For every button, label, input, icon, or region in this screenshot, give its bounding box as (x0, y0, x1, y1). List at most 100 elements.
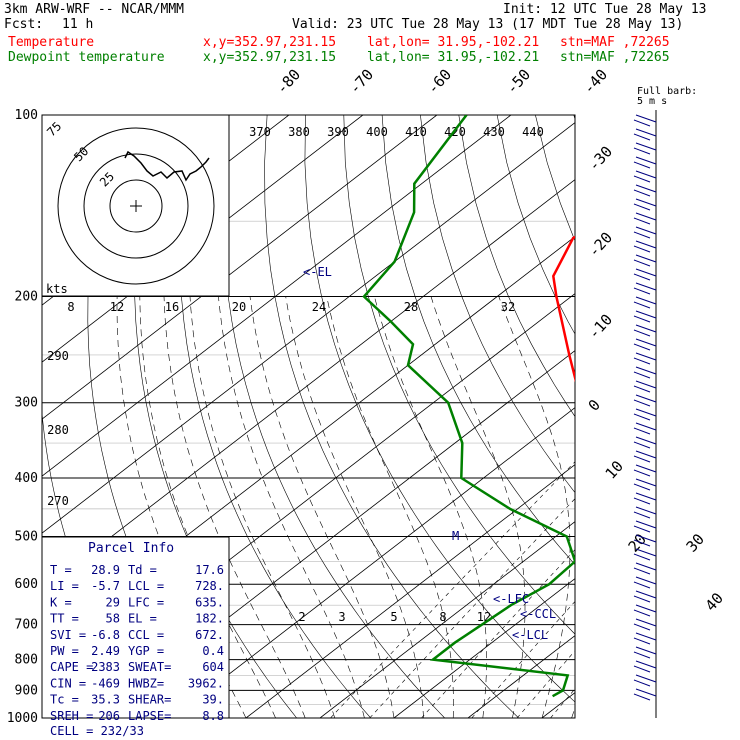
level-label-2: <-CCL (520, 607, 556, 621)
parcel-row-6-value1: 2383 (91, 660, 120, 674)
wind-barb (633, 357, 651, 365)
forecast-label: Fcst: (4, 17, 44, 32)
dewpoint-trace (362, 115, 575, 698)
wind-barb (633, 203, 651, 211)
wind-barb-label-1: 5 m s (637, 96, 667, 107)
isotherm-label-0: 0 (585, 396, 604, 415)
wind-barb (633, 679, 651, 687)
isotherm-30 (616, 115, 740, 718)
pressure-label-200: 200 (15, 290, 38, 305)
theta-label-390: 390 (327, 125, 349, 139)
wind-barb (635, 478, 657, 487)
parcel-row-5-value2: 0.4 (202, 644, 224, 658)
wind-barb (635, 324, 657, 333)
wind-barb (633, 161, 651, 169)
pressure-label-100: 100 (15, 108, 38, 123)
parcel-row-7-label2: HWBZ= (128, 676, 164, 690)
parcel-row-8-value1: 35.3 (91, 693, 120, 707)
isotherm-label--80: -80 (273, 65, 305, 97)
pressure-label-700: 700 (15, 618, 38, 633)
wind-barb (635, 296, 657, 305)
wind-barbs: Full barb:5 m s (633, 86, 697, 718)
parcel-cell: CELL = 232/33 (50, 724, 144, 738)
wind-barb (635, 380, 657, 389)
init-time: Init: 12 UTC Tue 28 May 13 (503, 2, 707, 17)
parcel-row-4-label1: SVI = (50, 628, 86, 642)
hodograph-ring-75 (57, 127, 215, 285)
mixing-ratio-20 (577, 297, 740, 719)
parcel-row-5-label1: PW = (50, 644, 79, 658)
isotherm--20 (245, 464, 575, 718)
dry-adiabat-400 (689, 115, 740, 718)
parcel-row-7-value1: -469 (91, 676, 120, 690)
wind-barb (635, 394, 657, 403)
dry-adiabat-270 (179, 115, 371, 718)
model-title: 3km ARW-WRF -- NCAR/MMM (4, 2, 185, 17)
wind-barb (635, 338, 657, 347)
isotherm--70 (42, 179, 575, 591)
isotherm--100 (42, 115, 438, 420)
parcel-row-2-value1: 29 (106, 595, 120, 609)
mixing-ratio-top-12: 12 (110, 300, 124, 314)
hodograph-ring-25 (109, 179, 163, 233)
isotherm-40 (690, 115, 740, 718)
wind-barb (635, 492, 657, 501)
parcel-info-frame (41, 536, 230, 719)
wind-barb (633, 189, 651, 197)
parcel-row-5-value1: 2.49 (91, 644, 120, 658)
mixing-ratio-low-8: 8 (439, 610, 446, 624)
wind-barb (635, 660, 657, 669)
wind-barb (633, 581, 651, 589)
parcel-row-2-label2: LFC = (128, 595, 164, 609)
mixing-ratio-labels: 8 12 16 20 24 28 322 3 5 8 12 (67, 300, 515, 624)
mixing-ratio-top-20: 20 (232, 300, 246, 314)
isotherm-label--50: -50 (503, 65, 535, 97)
moist-adiabat-16 (430, 296, 526, 718)
pressure-label-300: 300 (15, 396, 38, 411)
wind-barb (633, 525, 651, 533)
mixing-ratio-5 (421, 549, 575, 718)
marker-m: M (452, 529, 459, 543)
parcel-row-1-label2: LCL = (128, 579, 164, 593)
wind-barb (633, 133, 651, 141)
mixing-ratio-32 (634, 297, 740, 719)
theta-side-label-270: 270 (47, 494, 69, 508)
temperature-xy: x,y=352.97,231.15 (203, 35, 337, 50)
wind-barb (633, 637, 651, 645)
pressure-label-500: 500 (15, 529, 38, 544)
pressure-label-600: 600 (15, 577, 38, 592)
pressure-label-1000: 1000 (7, 711, 38, 726)
level-label-1: <-LFC (493, 592, 529, 606)
wind-barb (635, 170, 657, 179)
mixing-ratio-top-28: 28 (404, 300, 418, 314)
isotherm-label-10: 10 (602, 457, 627, 482)
wind-barb (633, 259, 651, 267)
wind-barb (633, 371, 651, 379)
wind-barb (635, 450, 657, 459)
parcel-row-7-value2: 3962. (188, 676, 224, 690)
hodograph-origin (130, 200, 142, 212)
dewpoint-legend: Dewpoint temperature (8, 50, 165, 65)
parcel-row-1-value2: 728. (195, 579, 224, 593)
parcel-row-3-label1: TT = (50, 612, 79, 626)
hodograph-ring-50 (83, 153, 189, 259)
dry-adiabat-370 (573, 115, 575, 121)
hodograph-kts-label: kts (46, 282, 68, 296)
isotherm-label-40: 40 (702, 589, 727, 614)
parcel-row-3-value1: 58 (106, 612, 120, 626)
isotherm-label--40: -40 (580, 65, 612, 97)
moist-adiabat-8 (326, 296, 454, 718)
parcel-row-4-value2: 672. (195, 628, 224, 642)
wind-barb (635, 562, 657, 571)
parcel-row-5-label2: YGP = (128, 644, 164, 658)
isotherm--110 (42, 115, 364, 363)
wind-barb (635, 142, 657, 151)
isotherm--10 (319, 521, 575, 718)
wind-barb (635, 408, 657, 417)
wind-barb (633, 119, 651, 127)
wind-barb (633, 329, 651, 337)
parcel-row-0-label2: Td = (128, 563, 157, 577)
temperature-station: stn=MAF ,72265 (560, 35, 670, 50)
parcel-info-panel: Parcel Info T = 28.9 Td = 17.6 LI = -5.7 LCL = 7… (41, 536, 230, 738)
